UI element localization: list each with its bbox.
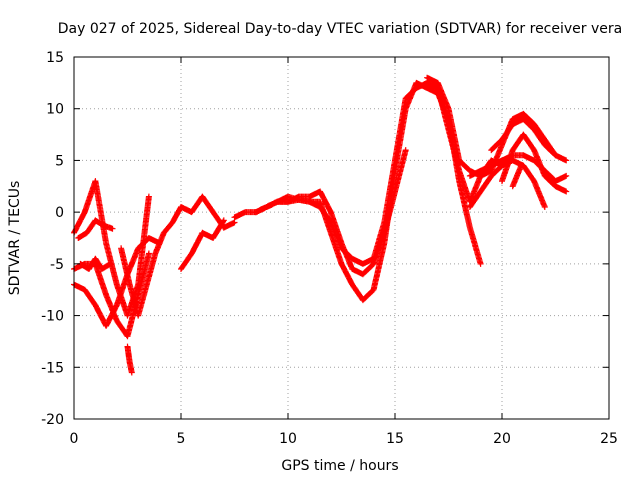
marker-track <box>466 157 548 210</box>
series-sat-n <box>466 157 548 210</box>
marker-track <box>77 255 114 272</box>
y-tick-label: 5 <box>55 153 64 169</box>
y-tick-label: -10 <box>41 309 64 325</box>
axis-ticks <box>73 56 610 420</box>
x-axis-label: GPS time / hours <box>281 458 398 474</box>
marker-track <box>124 343 135 376</box>
series-sat-d <box>75 217 116 241</box>
series-sat-k <box>252 79 505 267</box>
plot-frame <box>73 56 610 420</box>
marker-track <box>178 217 227 272</box>
y-tick-label: 10 <box>46 102 64 118</box>
data-series <box>71 74 570 376</box>
marker-track <box>488 116 559 159</box>
x-tick-label: 25 <box>600 431 618 447</box>
marker-track <box>75 217 116 241</box>
y-tick-label: 15 <box>46 50 64 66</box>
y-tick-label: -20 <box>41 412 64 428</box>
series-sat-q <box>509 162 525 190</box>
series-sat-p <box>488 116 559 159</box>
marker-track <box>118 193 238 319</box>
chart-title: Day 027 of 2025, Sidereal Day-to-day VTE… <box>58 21 622 37</box>
y-axis-label: SDTVAR / TECUs <box>7 181 23 296</box>
y-tick-label: 0 <box>55 205 64 221</box>
series-sat-h <box>178 217 227 272</box>
series-sat-e <box>77 255 114 272</box>
x-tick-label: 5 <box>177 431 186 447</box>
marker-track <box>252 79 505 267</box>
x-tick-label: 15 <box>386 431 404 447</box>
series-sat-g <box>124 343 135 376</box>
tick-labels: 0 5 10 15 20 25 -20 -15 -10 -5 0 5 10 15 <box>41 50 618 447</box>
y-tick-label: -5 <box>50 257 64 273</box>
marker-track <box>509 162 525 190</box>
series-sat-o <box>499 131 570 195</box>
x-tick-label: 20 <box>493 431 511 447</box>
marker-track <box>499 131 570 195</box>
x-tick-label: 10 <box>279 431 297 447</box>
series-sat-f <box>118 193 238 319</box>
y-tick-label: -15 <box>41 360 64 376</box>
grid-lines <box>74 57 609 419</box>
x-tick-label: 0 <box>70 431 79 447</box>
